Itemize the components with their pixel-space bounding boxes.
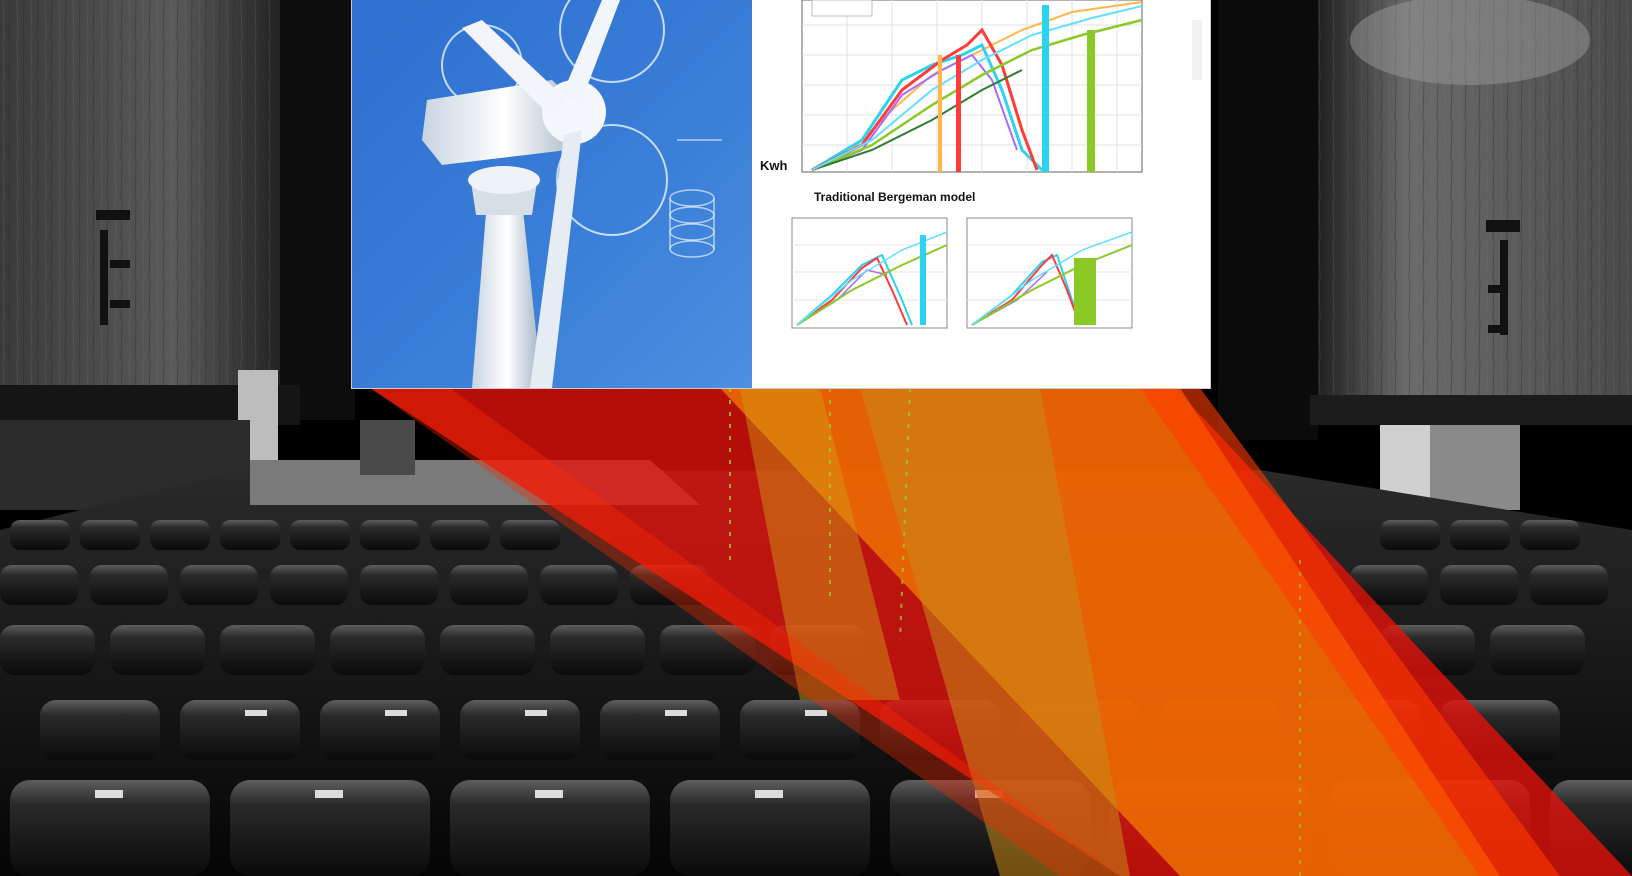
wall-fixture-right (1486, 220, 1520, 335)
energy-curves-chart: Kwh Traditional Bergeman model (752, 0, 1210, 388)
projector-beam (370, 387, 1632, 876)
axis-unit-label: Kwh (760, 158, 788, 173)
main-chart-plot (801, 0, 1143, 173)
projection-screen: Kwh Traditional Bergeman model (352, 0, 1210, 388)
lower-panel-title: Traditional Bergeman model (814, 190, 976, 204)
wind-turbine-image (352, 0, 752, 388)
wall-fixture-left (96, 210, 130, 325)
lower-left-chart-plot (791, 217, 948, 329)
lower-right-chart-plot (966, 217, 1133, 329)
